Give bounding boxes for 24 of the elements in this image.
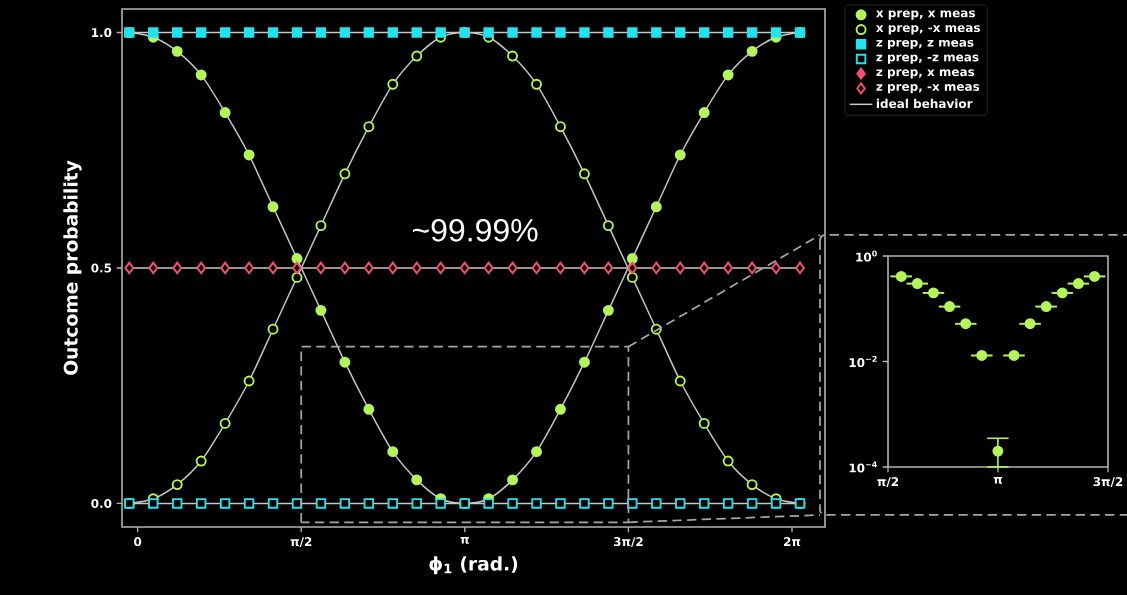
- legend-label: z prep, x meas: [876, 69, 975, 79]
- annotation: ~99.99%: [412, 219, 538, 242]
- x-tick-label: π: [993, 477, 1003, 484]
- x-tick-label: 0: [134, 537, 142, 547]
- y-tick-label: 10$^{−2}$: [849, 355, 877, 368]
- y-tick-label: 0.5: [91, 263, 112, 273]
- legend-label: z prep, -x meas: [876, 84, 980, 94]
- x-tick-label: 2π: [784, 537, 801, 547]
- legend-label: ideal behavior: [876, 98, 973, 109]
- x-tick-label: π/2: [290, 537, 312, 548]
- x-tick-label: π: [460, 537, 469, 544]
- y-tick-label: 1.0: [92, 27, 112, 38]
- y-tick-label: 10$^{0}$: [856, 250, 877, 262]
- legend-label: x prep, x meas: [876, 10, 975, 20]
- x-axis-title: ϕ$_{1}$ (rad.): [429, 556, 518, 575]
- x-tick-label: π/2: [877, 477, 899, 488]
- legend-label: x prep, -x meas: [876, 25, 980, 35]
- y-axis-title: Outcome probability: [63, 160, 82, 375]
- legend-label: z prep, -z meas: [876, 54, 979, 64]
- y-tick-label: 0.0: [91, 498, 112, 508]
- legend-label: z prep, z meas: [876, 39, 974, 50]
- x-tick-label: 3π/2: [613, 537, 643, 548]
- y-tick-label: 10$^{−4}$: [849, 461, 877, 473]
- x-tick-label: 3π/2: [1093, 477, 1123, 488]
